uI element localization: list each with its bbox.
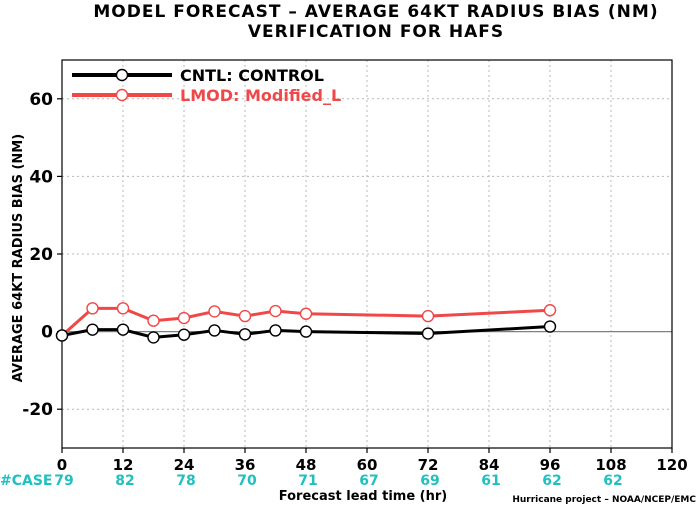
series-point-1 <box>116 302 130 315</box>
chart-title-line1: MODEL FORECAST – AVERAGE 64KT RADIUS BIA… <box>93 2 658 22</box>
y-tick-label: 40 <box>29 167 53 187</box>
x-tick-label: 72 <box>418 456 439 474</box>
series-layer <box>55 302 557 344</box>
series-point-1 <box>86 302 99 315</box>
y-tick-label: 0 <box>41 323 53 343</box>
case-count: 70 <box>237 473 257 489</box>
case-count: 69 <box>420 473 439 489</box>
series-point-0 <box>299 325 313 338</box>
series-point-1 <box>147 314 160 327</box>
series-point-0 <box>116 323 130 336</box>
legend-marker-1 <box>115 88 129 102</box>
series-point-1 <box>269 304 282 318</box>
series-point-0 <box>543 320 557 333</box>
x-tick-label: 96 <box>540 456 561 474</box>
x-tick-label: 84 <box>479 456 500 474</box>
case-count: 61 <box>481 473 500 489</box>
series-point-0 <box>238 328 252 341</box>
x-tick-label: 12 <box>113 456 134 474</box>
legend-label-0: CNTL: CONTROL <box>180 66 324 85</box>
x-tick-label: 120 <box>656 456 687 474</box>
legend-marker-0 <box>115 68 129 82</box>
case-count: 78 <box>176 473 195 489</box>
series-point-0 <box>55 329 69 342</box>
x-tick-label: 108 <box>595 456 626 474</box>
y-tick-label: 20 <box>29 245 53 265</box>
x-tick-label: 36 <box>235 456 256 474</box>
y-axis-label: AVERAGE 64KT RADIUS BIAS (NM) <box>11 134 26 382</box>
case-count: 62 <box>603 473 622 489</box>
series-point-1 <box>543 304 557 317</box>
series-point-1 <box>299 307 313 320</box>
series-point-1 <box>238 309 252 323</box>
y-tick-label: 60 <box>29 90 53 110</box>
series-point-0 <box>421 327 435 340</box>
legend-label-1: LMOD: Modified_L <box>180 86 341 105</box>
series-point-1 <box>421 309 435 323</box>
grid <box>62 60 672 448</box>
case-count: 82 <box>115 473 134 489</box>
x-tick-label: 48 <box>296 456 317 474</box>
series-point-0 <box>177 328 191 341</box>
case-count: 71 <box>298 473 317 489</box>
case-count: 79 <box>54 473 73 489</box>
credit-text: Hurricane project – NOAA/NCEP/EMC <box>512 495 696 505</box>
case-row-label: #CASE <box>0 473 53 489</box>
x-tick-label: 24 <box>174 456 195 474</box>
case-count-row: #CASE 79 82 78 70 71 67 69 61 62 62 <box>0 473 623 489</box>
case-count: 67 <box>359 473 378 489</box>
y-tick-label: -20 <box>22 400 53 420</box>
x-axis: 0 12 24 36 48 60 72 84 96 108 120 <box>57 448 688 474</box>
series-point-0 <box>208 324 221 337</box>
chart-title-line2: VERIFICATION FOR HAFS <box>248 22 504 42</box>
x-tick-label: 60 <box>357 456 378 474</box>
series-point-1 <box>177 311 191 325</box>
case-count: 62 <box>542 473 561 489</box>
y-axis: -20 0 20 40 60 <box>22 90 62 420</box>
x-axis-label: Forecast lead time (hr) <box>279 489 447 504</box>
series-point-0 <box>269 324 282 337</box>
x-tick-label: 0 <box>57 456 67 474</box>
series-point-0 <box>147 331 160 344</box>
series-point-1 <box>208 305 221 318</box>
series-point-0 <box>86 323 99 336</box>
